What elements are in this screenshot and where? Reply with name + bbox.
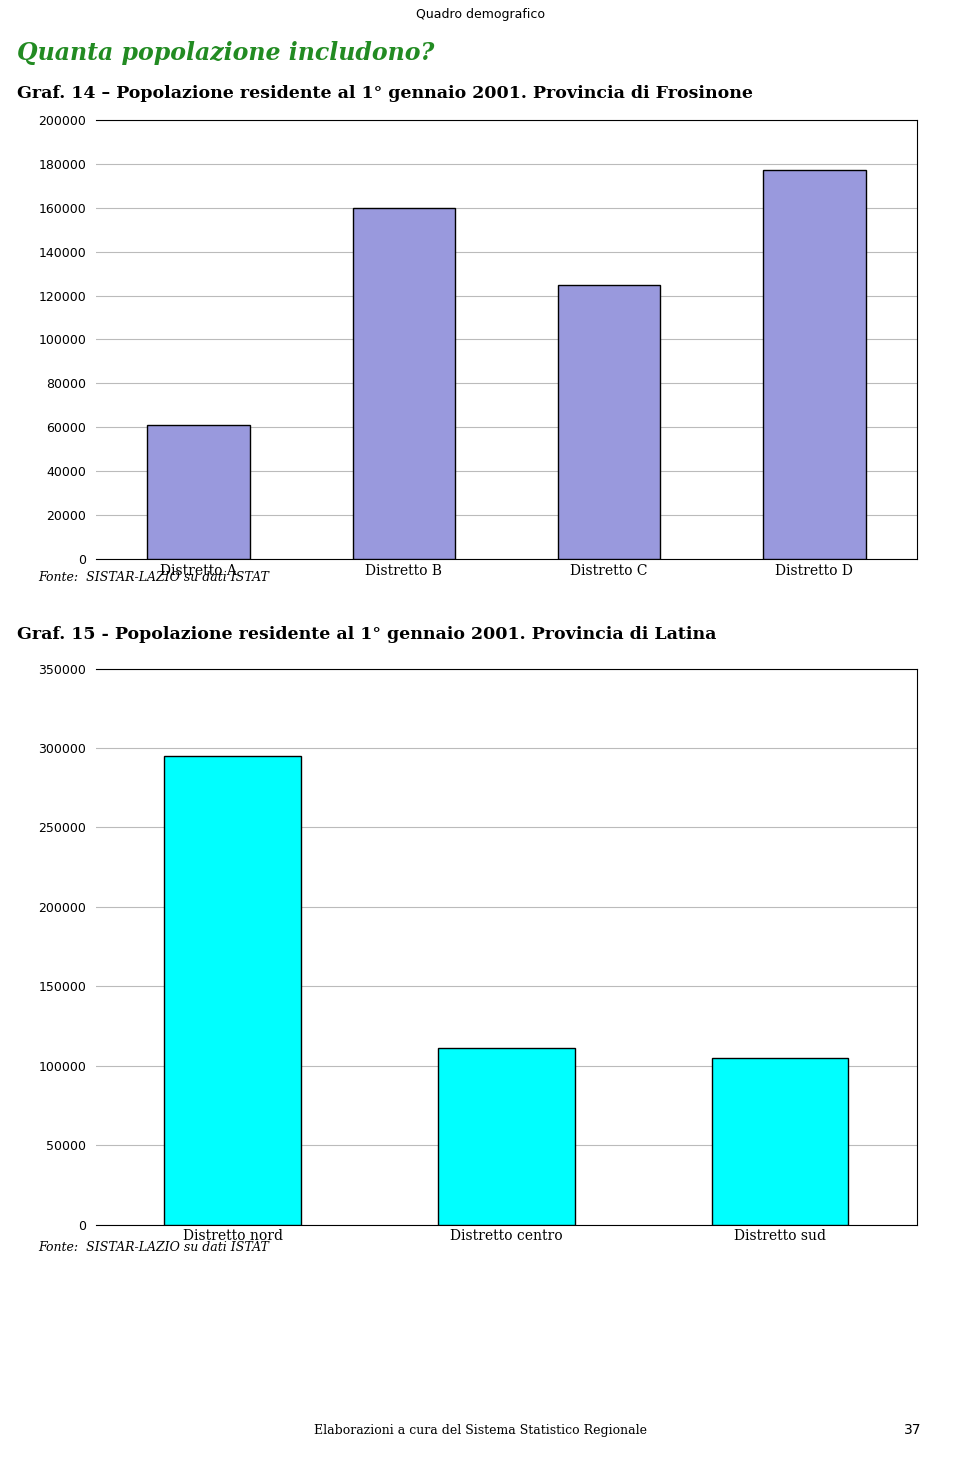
Bar [352,208,455,559]
Text: Quadro demografico: Quadro demografico [416,7,544,20]
Bar [147,424,250,559]
Bar [438,1048,575,1225]
Text: Graf. 14 – Popolazione residente al 1° gennaio 2001. Provincia di Frosinone: Graf. 14 – Popolazione residente al 1° g… [17,85,754,102]
Text: Elaborazioni a cura del Sistema Statistico Regionale: Elaborazioni a cura del Sistema Statisti… [314,1423,646,1437]
Text: 37: 37 [904,1422,922,1437]
Text: Quanta popolazione includono?: Quanta popolazione includono? [17,41,435,64]
Bar [763,170,866,559]
Text: Graf. 15 - Popolazione residente al 1° gennaio 2001. Provincia di Latina: Graf. 15 - Popolazione residente al 1° g… [17,626,717,644]
Bar [711,1058,849,1225]
Text: Fonte:  SISTAR-LAZIO su dati ISTAT: Fonte: SISTAR-LAZIO su dati ISTAT [38,571,269,584]
Text: Fonte:  SISTAR-LAZIO su dati ISTAT: Fonte: SISTAR-LAZIO su dati ISTAT [38,1241,269,1254]
Bar [164,756,301,1225]
Bar [558,284,660,559]
